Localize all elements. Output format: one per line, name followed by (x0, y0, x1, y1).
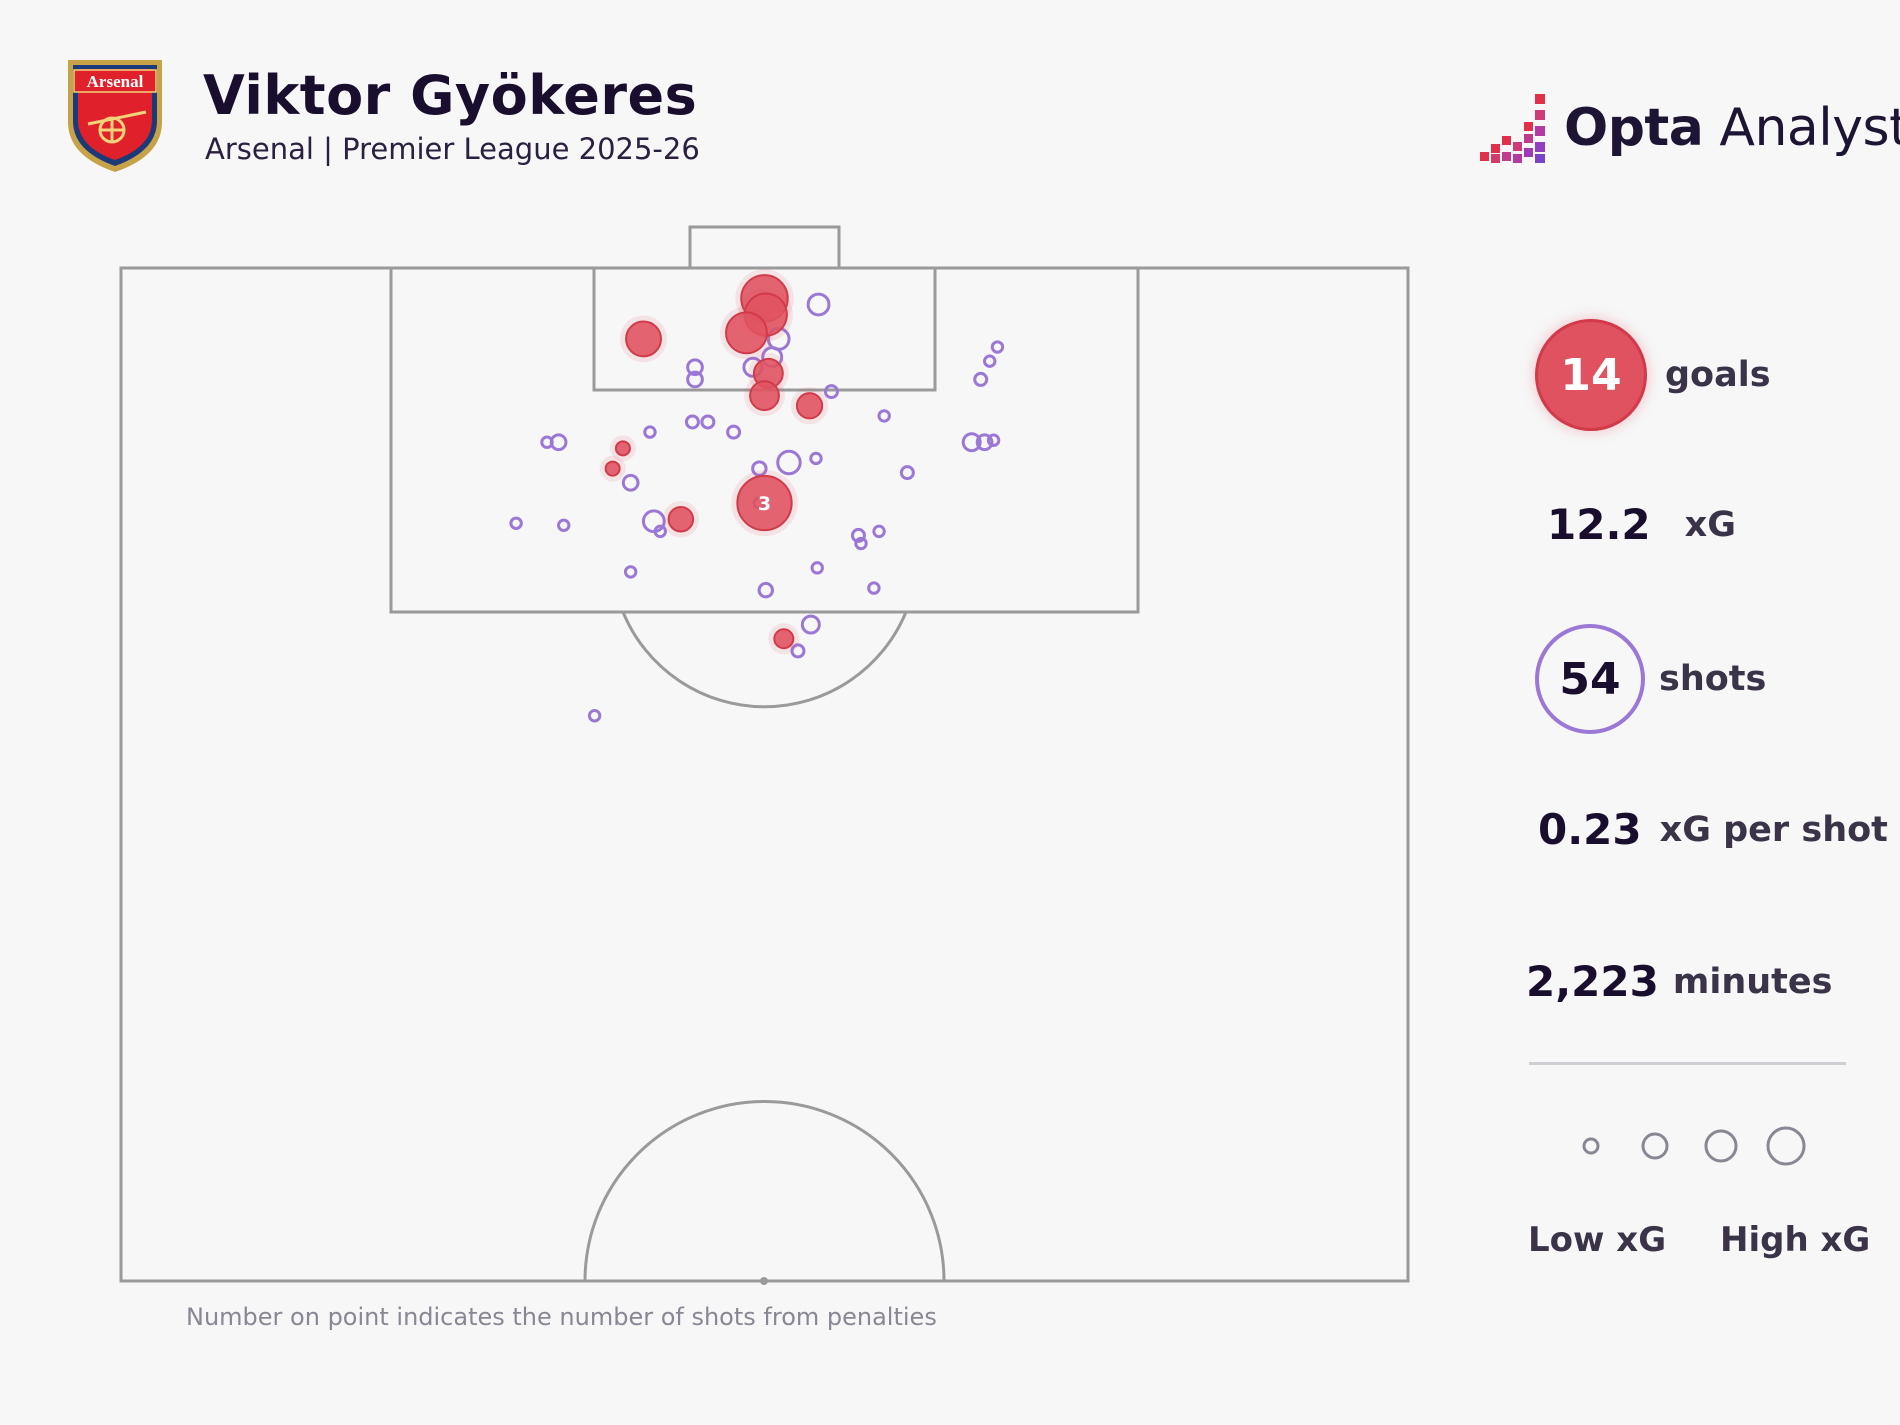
shot-point (549, 433, 568, 452)
goals-layer: 3 (599, 269, 829, 655)
shot-point (686, 358, 704, 377)
stat-shots: 54 shots (1535, 624, 1766, 734)
shot-point (810, 561, 824, 575)
stat-goals: 14 goals (1535, 319, 1771, 431)
legend-circles (1582, 1126, 1806, 1166)
legend-circle (1766, 1126, 1806, 1166)
shot-point (776, 449, 802, 476)
stat-minutes: 2,223 minutes (1526, 957, 1832, 1006)
shot-point (653, 524, 667, 539)
goal-point (667, 505, 695, 533)
shot-point (990, 340, 1005, 354)
penalty-count-label: 3 (758, 493, 771, 515)
shot-point (809, 451, 823, 466)
goal-point (725, 311, 768, 355)
svg-text:Arsenal: Arsenal (87, 72, 144, 91)
legend-low-label: Low xG (1528, 1220, 1667, 1260)
shot-point (684, 414, 700, 430)
shot-point (686, 370, 704, 389)
shot-point (623, 565, 638, 579)
goal-point (773, 628, 795, 650)
footnote: Number on point indicates the number of … (186, 1303, 937, 1331)
opta-analyst-wordmark: Opta Analyst (1564, 98, 1900, 158)
goal-point (614, 440, 631, 457)
goal-point (749, 380, 780, 412)
centre-spot (760, 1277, 768, 1285)
page-subtitle: Arsenal | Premier League 2025-26 (205, 132, 700, 166)
opta-mark-icon (1480, 94, 1545, 163)
shot-point (806, 292, 831, 317)
shot-point (877, 409, 891, 423)
shot-point (641, 509, 666, 534)
shot-point (867, 581, 881, 595)
xg-size-legend: Low xG High xG (1520, 1120, 1880, 1260)
opta-analyst-logo: Opta Analyst (1478, 92, 1900, 172)
pitch-outline (119, 266, 1410, 1283)
xg-value: 12.2 (1547, 500, 1651, 549)
shot-point (899, 465, 915, 481)
stats-divider (1529, 1062, 1846, 1065)
shot-point (621, 473, 640, 492)
goal-point (604, 460, 621, 477)
shot-point (961, 432, 982, 453)
legend-circle (1582, 1137, 1600, 1155)
goal-point (795, 392, 824, 420)
legend-high-label: High xG (1720, 1220, 1871, 1260)
goal (688, 225, 841, 270)
shot-point (700, 414, 716, 430)
minutes-value: 2,223 (1526, 957, 1659, 1006)
shots-value: 54 (1535, 624, 1645, 734)
centre-circle-arc (583, 1100, 946, 1282)
shot-point (757, 581, 774, 599)
shot-point (850, 527, 866, 543)
legend-circle (1641, 1132, 1669, 1160)
legend-circle (1704, 1129, 1738, 1163)
shot-point (557, 518, 571, 532)
goal-point (625, 320, 662, 358)
shot-point (509, 516, 523, 530)
goals-value: 14 (1535, 319, 1647, 431)
xg-per-shot-label: xG per shot (1659, 809, 1888, 850)
shot-point (975, 433, 994, 452)
shots-label: shots (1659, 659, 1767, 699)
shot-point (854, 536, 868, 551)
penalty-arc (621, 611, 908, 709)
shot-point (986, 433, 1001, 447)
minutes-label: minutes (1672, 961, 1833, 1002)
arsenal-crest-icon: Arsenal (68, 60, 162, 172)
shot-point (643, 425, 657, 439)
shot-point (726, 424, 742, 440)
shot-point (800, 614, 821, 635)
shot-point (823, 384, 839, 400)
shot-point (751, 460, 768, 477)
shot-point (872, 524, 886, 539)
shot-point (973, 371, 989, 387)
xg-per-shot-value: 0.23 (1538, 805, 1642, 854)
shot-point (790, 643, 806, 659)
shot-point (983, 354, 997, 368)
goals-label: goals (1665, 355, 1771, 395)
page-title: Viktor Gyökeres (203, 64, 698, 127)
stat-xg: 12.2 xG (1547, 500, 1736, 549)
goal-point (736, 474, 793, 532)
shot-point (587, 709, 602, 723)
stat-xg-per-shot: 0.23 xG per shot (1538, 805, 1888, 854)
xg-label: xG (1684, 504, 1736, 545)
